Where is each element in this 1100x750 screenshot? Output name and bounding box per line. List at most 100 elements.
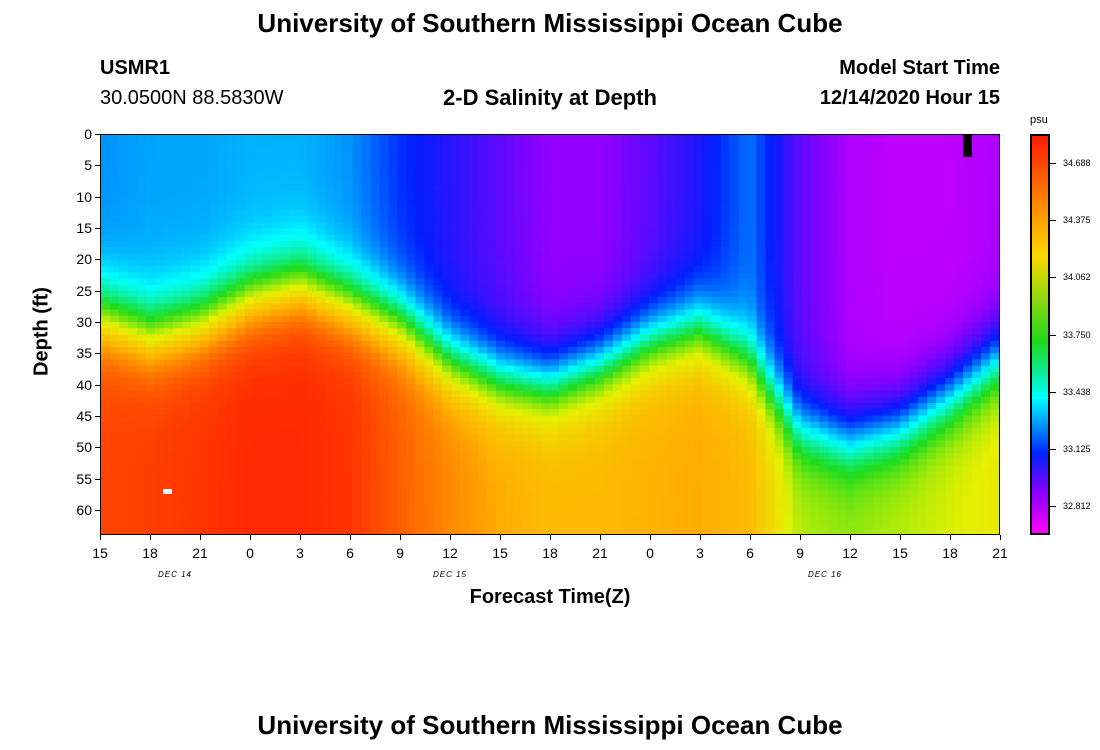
heatmap-cell (334, 434, 345, 442)
heatmap-cell (379, 253, 389, 261)
heatmap-cell (127, 346, 138, 354)
heatmap-cell (343, 353, 354, 361)
heatmap-cell (648, 309, 659, 317)
heatmap-cell (433, 290, 443, 298)
heatmap-cell (451, 515, 461, 523)
heatmap-cell (415, 184, 425, 192)
heatmap-cell (370, 353, 380, 361)
heatmap-cell (199, 290, 210, 298)
heatmap-cell (253, 452, 264, 460)
heatmap-cell (675, 290, 686, 298)
heatmap-cell (361, 415, 371, 423)
heatmap-cell (379, 521, 389, 529)
heatmap-cell (594, 496, 605, 504)
heatmap-cell (442, 465, 452, 473)
heatmap-cell (280, 265, 291, 273)
salinity-heatmap (100, 134, 1000, 535)
heatmap-cell (514, 346, 524, 354)
heatmap-cell (765, 334, 776, 342)
heatmap-cell (774, 259, 785, 267)
heatmap-cell (352, 197, 363, 205)
heatmap-cell (136, 166, 147, 173)
heatmap-cell (469, 247, 479, 255)
heatmap-cell (253, 328, 264, 336)
heatmap-cell (379, 191, 389, 198)
heatmap-cell (136, 172, 147, 180)
heatmap-cell (253, 440, 264, 448)
heatmap-cell (361, 428, 371, 435)
heatmap-cell (262, 209, 273, 217)
heatmap-cell (693, 371, 704, 379)
heatmap-cell (163, 346, 174, 354)
heatmap-cell (280, 496, 291, 504)
heatmap-cell (361, 272, 371, 279)
heatmap-cell (235, 141, 246, 149)
heatmap-cell (541, 272, 551, 279)
heatmap-cell (190, 359, 201, 367)
heatmap-cell (532, 521, 542, 529)
heatmap-cell (585, 353, 596, 361)
heatmap-cell (729, 421, 740, 429)
heatmap-cell (765, 234, 776, 242)
heatmap-cell (603, 147, 614, 155)
heatmap-cell (523, 384, 533, 392)
heatmap-cell (576, 209, 587, 217)
heatmap-cell (702, 378, 713, 385)
heatmap-cell (702, 409, 713, 417)
heatmap-cell (774, 471, 785, 479)
heatmap-cell (307, 415, 318, 423)
heatmap-cell (181, 166, 192, 173)
heatmap-cell (514, 309, 524, 317)
heatmap-cell (603, 496, 614, 504)
heatmap-cell (325, 147, 336, 155)
heatmap-cell (747, 209, 758, 217)
heatmap-cell (361, 234, 371, 242)
heatmap-cell (720, 421, 731, 429)
heatmap-cell (433, 272, 443, 279)
heatmap-cell (406, 222, 416, 230)
heatmap-cell (442, 496, 452, 504)
heatmap-cell (469, 284, 479, 292)
heatmap-cell (253, 459, 264, 467)
heatmap-cell (208, 315, 219, 323)
heatmap-cell (550, 303, 560, 311)
heatmap-cell (603, 222, 614, 230)
heatmap-cell (334, 253, 345, 261)
heatmap-cell (720, 365, 731, 373)
heatmap-cell (298, 403, 309, 410)
heatmap-cell (244, 477, 255, 485)
heatmap-cell (487, 378, 497, 385)
heatmap-cell (567, 259, 578, 267)
heatmap-cell (253, 228, 264, 236)
heatmap-cell (523, 135, 533, 142)
heatmap-cell (370, 496, 380, 504)
heatmap-cell (684, 191, 695, 198)
heatmap-cell (460, 303, 470, 311)
heatmap-cell (226, 452, 237, 460)
heatmap-cell (307, 297, 318, 304)
heatmap-cell (541, 521, 551, 529)
heatmap-cell (550, 284, 560, 292)
heatmap-cell (271, 521, 282, 529)
heatmap-cell (684, 240, 695, 248)
heatmap-cell (199, 184, 210, 192)
heatmap-cell (190, 197, 201, 205)
heatmap-cell (774, 521, 785, 529)
heatmap-cell (630, 428, 641, 435)
heatmap-cell (558, 502, 569, 510)
heatmap-cell (163, 147, 174, 155)
heatmap-cell (783, 484, 794, 491)
heatmap-cell (774, 384, 785, 392)
heatmap-cell (603, 209, 614, 217)
heatmap-cell (478, 452, 488, 460)
heatmap-cell (181, 159, 192, 167)
heatmap-cell (621, 490, 632, 498)
heatmap-cell (496, 384, 506, 392)
heatmap-cell (370, 209, 380, 217)
heatmap-cell (271, 216, 282, 223)
heatmap-cell (747, 290, 758, 298)
heatmap-cell (523, 209, 533, 217)
heatmap-cell (289, 240, 300, 248)
heatmap-cell (720, 297, 731, 304)
heatmap-cell (154, 297, 165, 304)
